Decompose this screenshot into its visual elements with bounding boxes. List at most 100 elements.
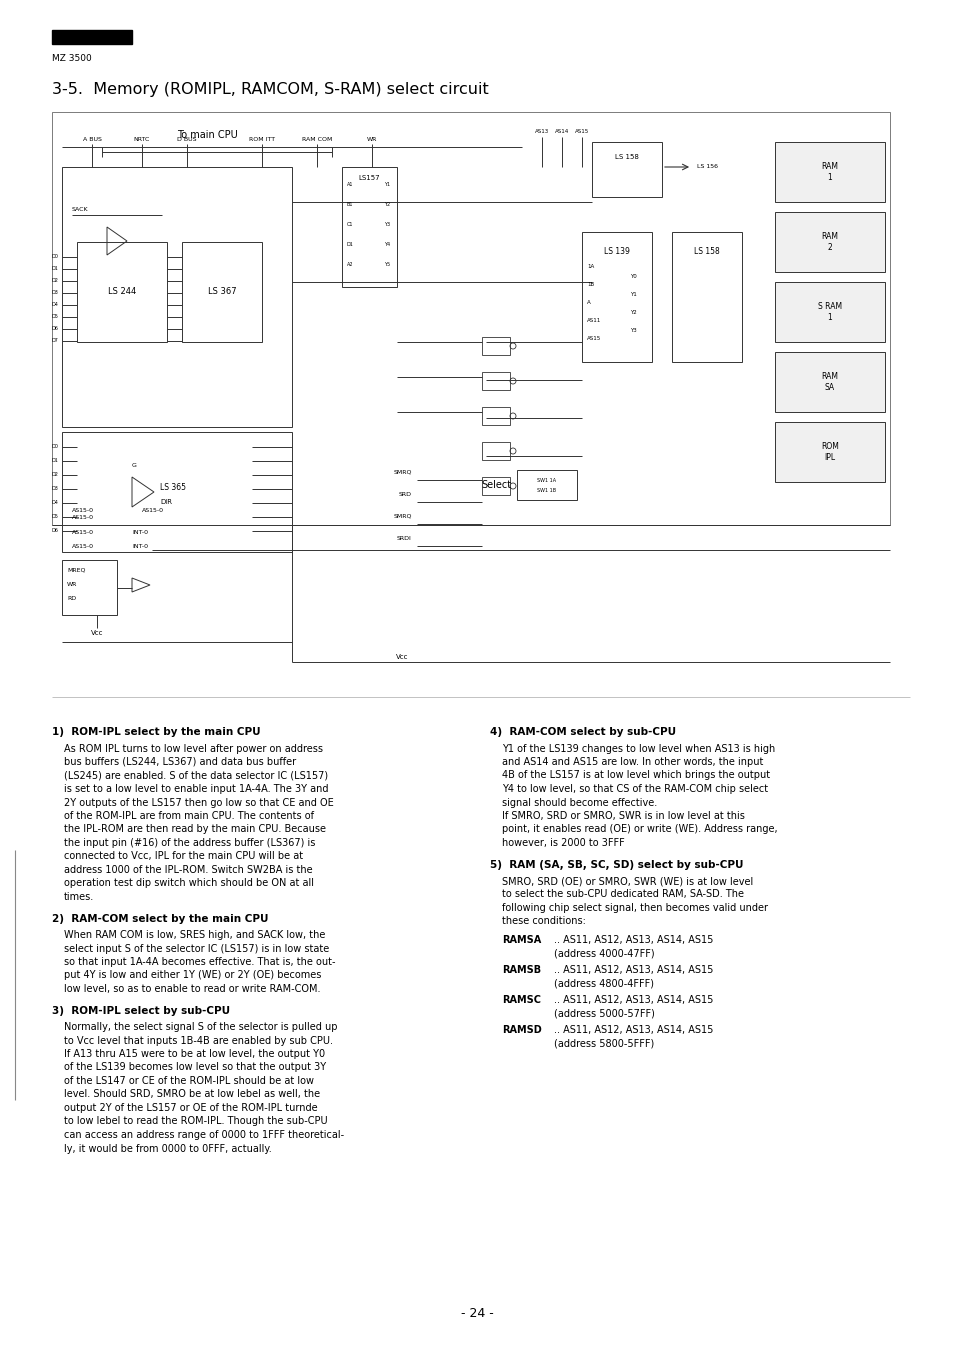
Bar <box>77 242 167 342</box>
Text: signal should become effective.: signal should become effective. <box>501 797 657 807</box>
Text: of the ROM-IPL are from main CPU. The contents of: of the ROM-IPL are from main CPU. The co… <box>64 811 314 822</box>
Text: When RAM COM is low, SRES high, and SACK low, the: When RAM COM is low, SRES high, and SACK… <box>64 929 325 940</box>
Bar <box>592 141 661 197</box>
Text: B1: B1 <box>347 202 354 206</box>
Text: D1: D1 <box>347 241 354 247</box>
Text: low level, so as to enable to read or write RAM-COM.: low level, so as to enable to read or wr… <box>64 985 320 994</box>
Text: SACK: SACK <box>71 207 89 211</box>
Text: AS15-0: AS15-0 <box>142 508 164 512</box>
Text: Y3: Y3 <box>630 329 637 334</box>
Text: Y4 to low level, so that CS of the RAM-COM chip select: Y4 to low level, so that CS of the RAM-C… <box>501 784 767 793</box>
Text: (address 4800-4FFF): (address 4800-4FFF) <box>554 978 654 989</box>
Text: RAMSD: RAMSD <box>501 1025 541 1034</box>
Text: Normally, the select signal S of the selector is pulled up: Normally, the select signal S of the sel… <box>64 1022 337 1032</box>
Text: A: A <box>586 300 590 306</box>
Text: D2: D2 <box>51 473 58 477</box>
Text: AS15: AS15 <box>575 129 589 133</box>
Text: however, is 2000 to 3FFF: however, is 2000 to 3FFF <box>501 838 624 849</box>
Text: If A13 thru A15 were to be at low level, the output Y0: If A13 thru A15 were to be at low level,… <box>64 1049 325 1059</box>
Text: AS15-0: AS15-0 <box>71 544 94 550</box>
Text: .. AS11, AS12, AS13, AS14, AS15: .. AS11, AS12, AS13, AS14, AS15 <box>554 935 713 946</box>
Text: WR: WR <box>366 137 376 141</box>
Text: address 1000 of the IPL-ROM. Switch SW2BA is the: address 1000 of the IPL-ROM. Switch SW2B… <box>64 865 313 876</box>
Text: D4: D4 <box>51 303 58 307</box>
Text: (LS245) are enabled. S of the data selector IC (LS157): (LS245) are enabled. S of the data selec… <box>64 770 328 780</box>
Text: SRD: SRD <box>398 492 412 497</box>
Text: Vcc: Vcc <box>395 655 408 660</box>
Bar <box>671 232 741 362</box>
Text: RAM
1: RAM 1 <box>821 162 838 182</box>
Text: of the LS139 becomes low level so that the output 3Y: of the LS139 becomes low level so that t… <box>64 1063 326 1072</box>
Text: bus buffers (LS244, LS367) and data bus buffer: bus buffers (LS244, LS367) and data bus … <box>64 757 295 766</box>
Text: 4B of the LS157 is at low level which brings the output: 4B of the LS157 is at low level which br… <box>501 770 769 780</box>
Text: put 4Y is low and either 1Y (WE) or 2Y (OE) becomes: put 4Y is low and either 1Y (WE) or 2Y (… <box>64 970 321 981</box>
Bar <box>481 372 510 391</box>
Text: SMRQ: SMRQ <box>393 470 412 474</box>
Bar <box>62 432 292 552</box>
Text: D1: D1 <box>51 458 58 463</box>
Text: these conditions:: these conditions: <box>501 916 585 927</box>
Text: of the LS147 or CE of the ROM-IPL should be at low: of the LS147 or CE of the ROM-IPL should… <box>64 1076 314 1086</box>
Text: (address 5000-57FF): (address 5000-57FF) <box>554 1009 654 1018</box>
Text: Y2: Y2 <box>630 311 637 315</box>
Bar <box>62 560 117 616</box>
Text: SW1 1B: SW1 1B <box>537 488 556 493</box>
Text: D1: D1 <box>51 267 58 272</box>
Text: 4)  RAM-COM select by sub-CPU: 4) RAM-COM select by sub-CPU <box>490 727 676 737</box>
Text: C1: C1 <box>347 221 354 226</box>
Text: AS15-0: AS15-0 <box>71 515 94 520</box>
Text: LS 158: LS 158 <box>615 154 639 160</box>
Text: AS15-0: AS15-0 <box>71 508 94 512</box>
Text: LS 139: LS 139 <box>603 247 629 256</box>
Text: D3: D3 <box>51 486 58 492</box>
Bar <box>182 242 262 342</box>
Text: RAMSB: RAMSB <box>501 964 540 975</box>
Text: RAMSC: RAMSC <box>501 995 540 1005</box>
Text: (address 4000-47FF): (address 4000-47FF) <box>554 948 654 959</box>
Text: is set to a low level to enable input 1A-4A. The 3Y and: is set to a low level to enable input 1A… <box>64 784 328 793</box>
Text: ROM
IPL: ROM IPL <box>821 442 838 462</box>
Text: AS15-0: AS15-0 <box>71 531 94 536</box>
Text: 2Y outputs of the LS157 then go low so that CE and OE: 2Y outputs of the LS157 then go low so t… <box>64 797 334 807</box>
Text: LS 156: LS 156 <box>697 164 718 170</box>
Text: RAM
2: RAM 2 <box>821 232 838 252</box>
Text: Y2: Y2 <box>384 202 390 206</box>
Text: select input S of the selector IC (LS157) is in low state: select input S of the selector IC (LS157… <box>64 943 329 954</box>
Bar <box>774 422 884 482</box>
Text: times.: times. <box>64 892 94 902</box>
Text: RD: RD <box>67 595 76 601</box>
Text: LS 244: LS 244 <box>108 287 136 296</box>
Text: D5: D5 <box>51 314 58 319</box>
Text: to select the sub-CPU dedicated RAM, SA-SD. The: to select the sub-CPU dedicated RAM, SA-… <box>501 889 743 900</box>
Bar <box>62 167 292 427</box>
Text: D4: D4 <box>51 501 58 505</box>
Text: LS157: LS157 <box>357 175 379 180</box>
Text: Vcc: Vcc <box>91 630 103 636</box>
Text: Y1: Y1 <box>384 182 390 186</box>
Text: D7: D7 <box>51 338 58 343</box>
Text: G: G <box>132 463 136 467</box>
Text: D BUS: D BUS <box>177 137 196 141</box>
Text: connected to Vcc, IPL for the main CPU will be at: connected to Vcc, IPL for the main CPU w… <box>64 851 303 862</box>
Bar <box>481 442 510 459</box>
Bar <box>52 112 889 525</box>
Text: ROM ITT: ROM ITT <box>249 137 274 141</box>
Text: LS 158: LS 158 <box>694 247 720 256</box>
Text: SMRQ: SMRQ <box>393 513 412 519</box>
Text: level. Should SRD, SMRO be at low lebel as well, the: level. Should SRD, SMRO be at low lebel … <box>64 1090 320 1099</box>
Text: SMRO, SRD (OE) or SMRO, SWR (WE) is at low level: SMRO, SRD (OE) or SMRO, SWR (WE) is at l… <box>501 876 753 886</box>
Text: A BUS: A BUS <box>83 137 101 141</box>
Text: S RAM
1: S RAM 1 <box>817 302 841 322</box>
Text: LS 367: LS 367 <box>208 287 236 296</box>
Text: LS 365: LS 365 <box>160 482 186 492</box>
Text: 5)  RAM (SA, SB, SC, SD) select by sub-CPU: 5) RAM (SA, SB, SC, SD) select by sub-CP… <box>490 859 742 870</box>
Text: 1B: 1B <box>586 283 594 287</box>
Text: AS11: AS11 <box>586 318 600 323</box>
Text: 3-5.  Memory (ROMIPL, RAMCOM, S-RAM) select circuit: 3-5. Memory (ROMIPL, RAMCOM, S-RAM) sele… <box>52 82 488 97</box>
Text: to Vcc level that inputs 1B-4B are enabled by sub CPU.: to Vcc level that inputs 1B-4B are enabl… <box>64 1036 333 1045</box>
Text: Y5: Y5 <box>384 261 390 267</box>
Text: INT-0: INT-0 <box>132 531 148 536</box>
Text: .. AS11, AS12, AS13, AS14, AS15: .. AS11, AS12, AS13, AS14, AS15 <box>554 1025 713 1034</box>
Text: (address 5800-5FFF): (address 5800-5FFF) <box>554 1039 654 1048</box>
Text: As ROM IPL turns to low level after power on address: As ROM IPL turns to low level after powe… <box>64 744 323 753</box>
